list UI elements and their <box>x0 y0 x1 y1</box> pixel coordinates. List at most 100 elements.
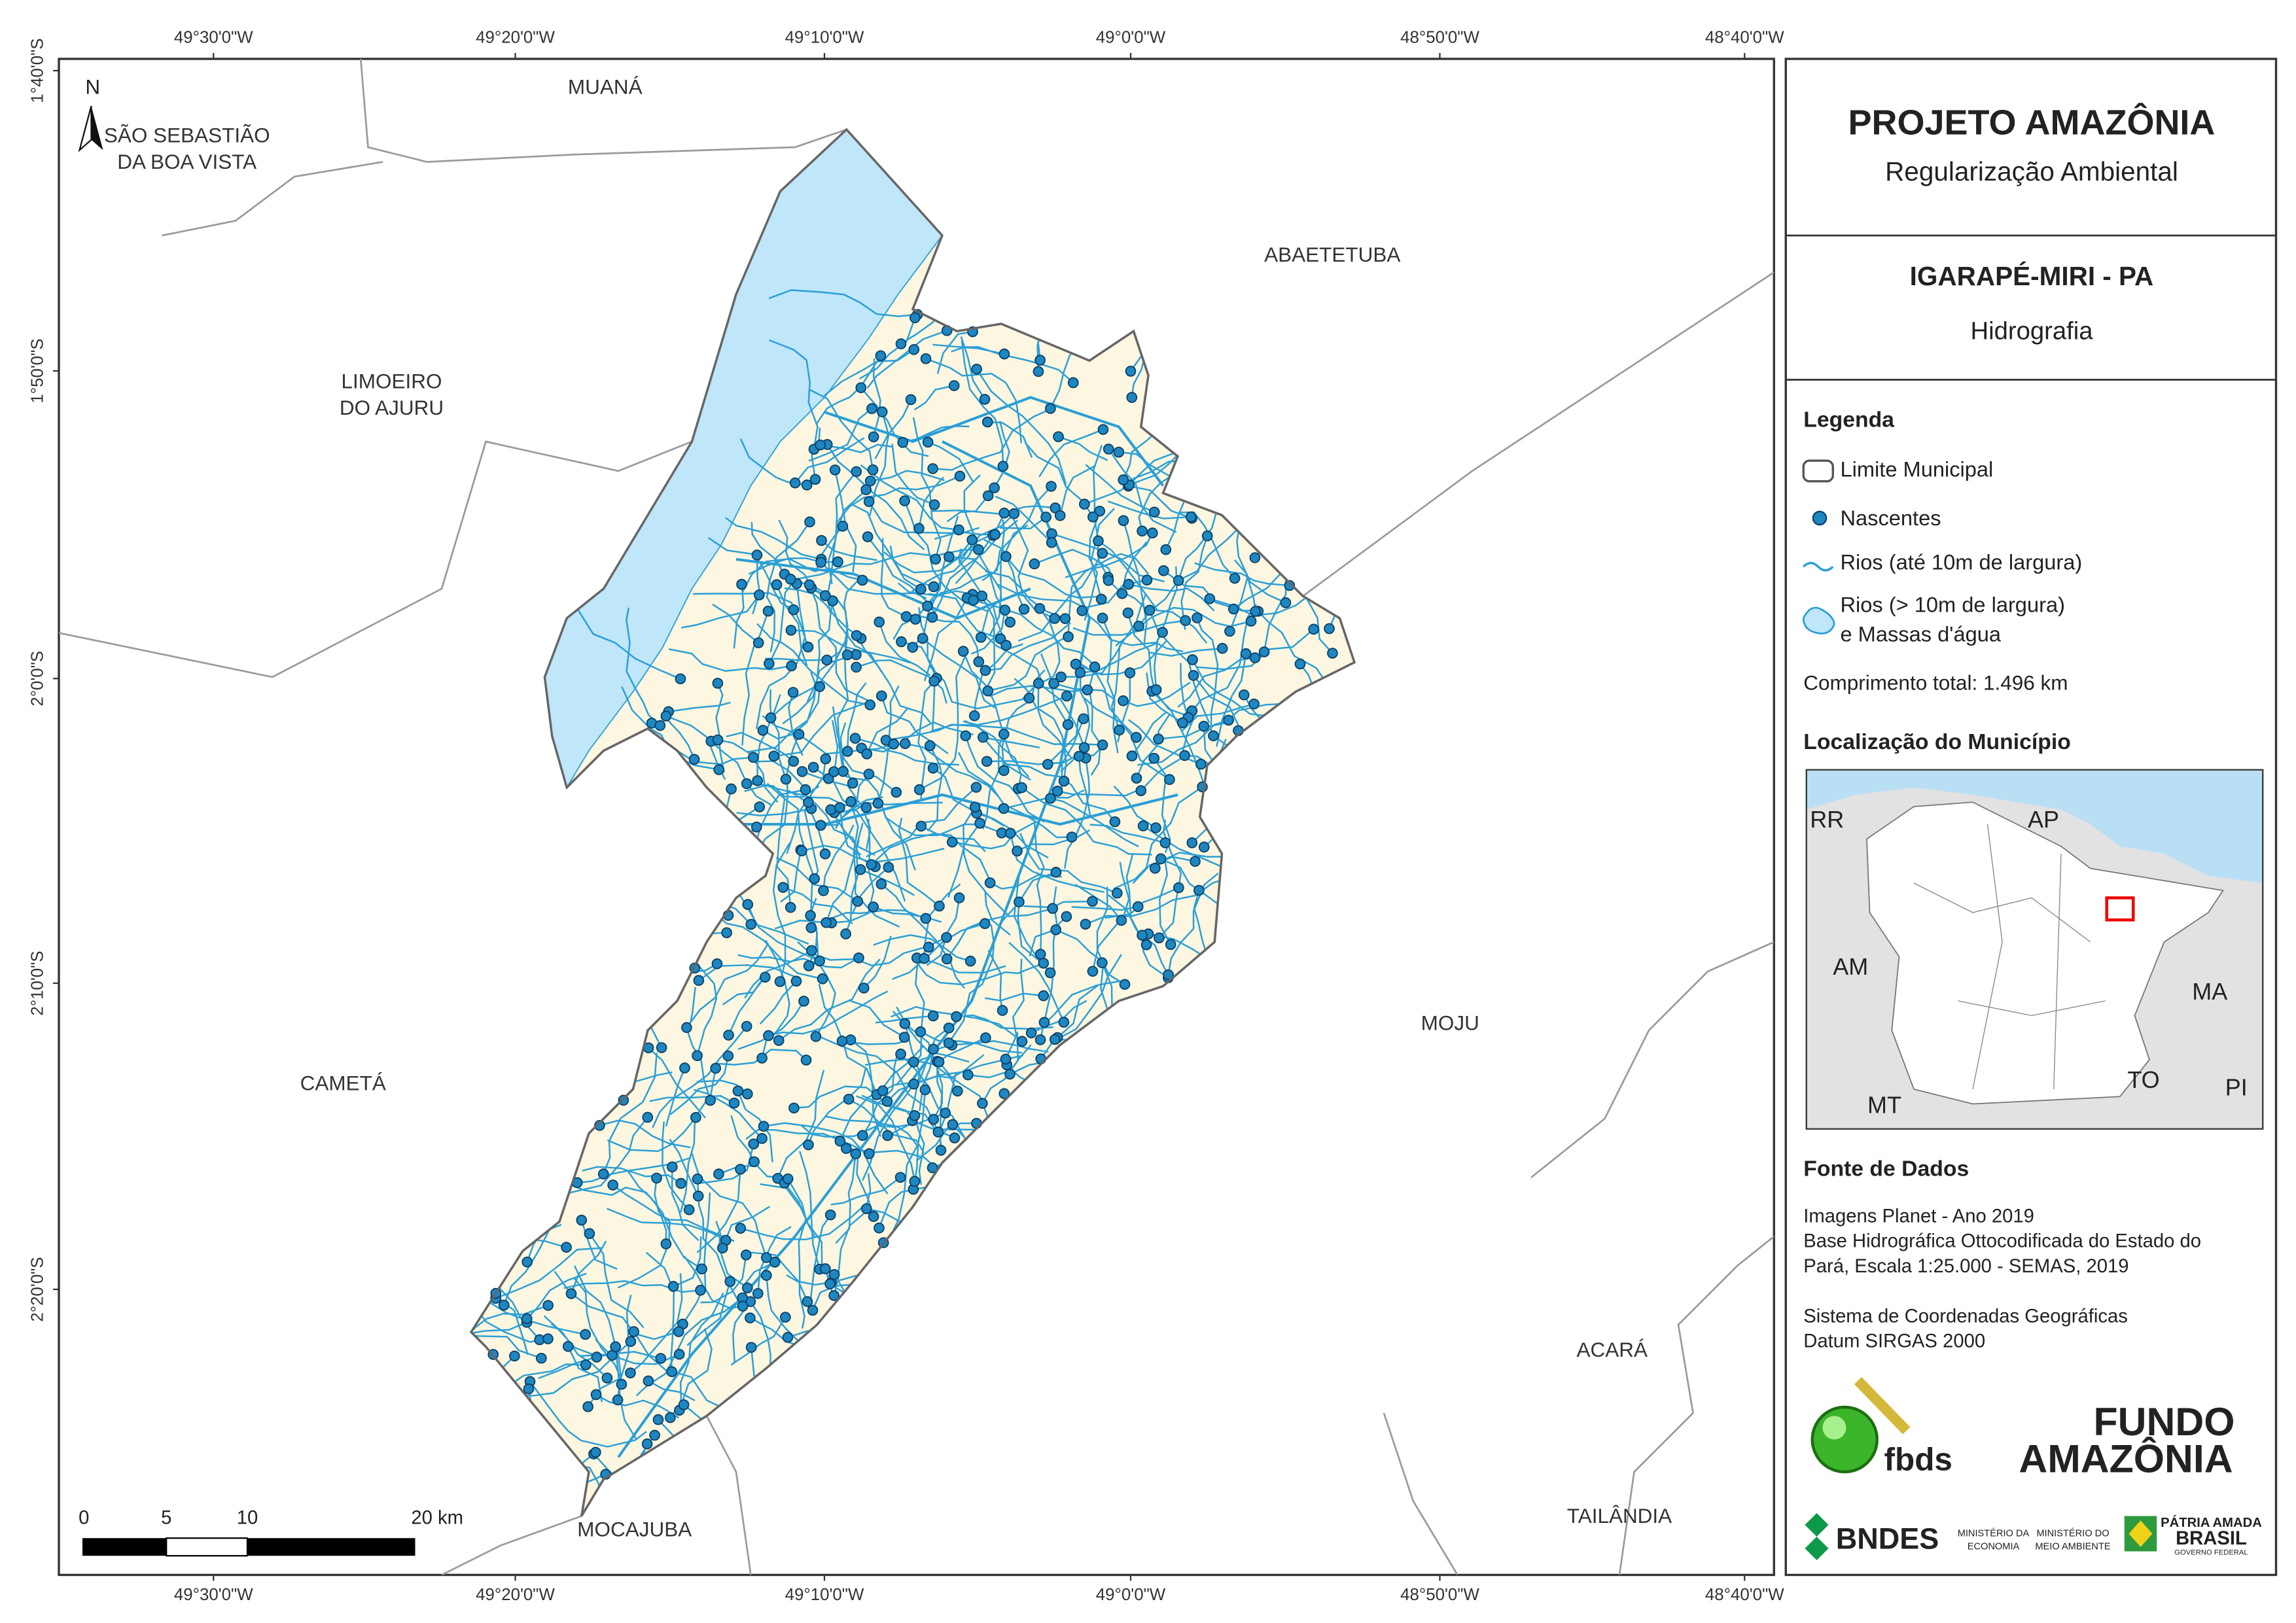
spring <box>773 1035 785 1046</box>
scale-label: 5 <box>161 1508 171 1529</box>
spring <box>875 879 887 890</box>
stream <box>804 788 819 928</box>
spring <box>782 1173 794 1185</box>
spring <box>853 952 864 964</box>
spring <box>895 338 907 349</box>
spring <box>678 1399 690 1410</box>
stream <box>856 659 947 704</box>
stream <box>470 1304 549 1363</box>
lon-label: 49°20'0"W <box>476 28 555 46</box>
spring <box>928 1113 940 1125</box>
spring <box>597 1168 609 1179</box>
stream <box>799 1151 821 1270</box>
spring <box>960 730 972 742</box>
spring <box>973 656 985 667</box>
spring <box>1124 667 1136 678</box>
stream <box>681 594 760 629</box>
legend-total: Comprimento total: 1.496 km <box>1803 671 2068 695</box>
inset-label: AM <box>1833 953 1868 980</box>
stream <box>1071 905 1139 911</box>
stream <box>569 1183 667 1244</box>
stream <box>1148 647 1223 657</box>
stream <box>981 485 1052 582</box>
spring <box>785 625 797 636</box>
stream <box>1123 682 1191 707</box>
stream <box>1196 618 1219 731</box>
spring <box>1034 1034 1046 1045</box>
stream <box>930 695 1067 732</box>
spring <box>928 675 940 687</box>
spring <box>927 612 938 623</box>
spring <box>1050 1034 1061 1045</box>
spring <box>1023 692 1035 704</box>
source-line: Imagens Planet - Ano 2019 <box>1803 1206 2034 1227</box>
logo-fundo: AMAZÔNIA <box>2019 1436 2233 1480</box>
logo-bndes: BNDES <box>1836 1522 1939 1556</box>
scale-label: 0 <box>79 1508 89 1529</box>
spring <box>742 899 754 910</box>
stream <box>499 1287 540 1340</box>
border-line <box>1530 941 1775 1179</box>
spring <box>957 646 969 657</box>
spring <box>803 960 815 971</box>
spring <box>824 1209 836 1221</box>
stream <box>768 990 889 1037</box>
spring <box>843 1093 855 1105</box>
spring <box>927 1162 938 1174</box>
spring <box>1073 750 1085 762</box>
stream <box>607 1117 697 1152</box>
spring <box>966 534 978 546</box>
stream <box>754 788 806 843</box>
spring <box>521 1256 533 1268</box>
spring <box>1097 612 1108 624</box>
spring <box>601 1372 613 1384</box>
spring <box>1146 527 1158 539</box>
spring <box>654 720 666 731</box>
spring <box>868 901 879 913</box>
stream <box>983 538 1025 610</box>
logo-brasil: PÁTRIA AMADA <box>2161 1515 2262 1530</box>
spring <box>1034 355 1046 366</box>
stream <box>1005 555 1104 599</box>
spring <box>736 578 747 590</box>
spring <box>860 484 872 495</box>
stream <box>626 607 661 726</box>
spring <box>787 687 799 698</box>
spring <box>909 1176 921 1187</box>
spring <box>535 1352 547 1364</box>
stream <box>737 954 860 969</box>
spring <box>1093 535 1104 547</box>
spring <box>868 1211 879 1222</box>
stream <box>1081 610 1184 652</box>
spring <box>951 1011 962 1022</box>
spring <box>895 1048 906 1060</box>
stream <box>913 1115 925 1185</box>
spring <box>940 1108 951 1119</box>
scale-segment <box>82 1538 167 1556</box>
stream <box>1090 508 1115 600</box>
spring <box>1118 695 1129 707</box>
spring <box>1053 431 1064 442</box>
stream <box>700 1255 747 1304</box>
stream <box>574 1265 623 1385</box>
spring <box>851 466 862 478</box>
spring <box>1258 646 1270 657</box>
lat-label: 1°40'0"S <box>28 38 46 103</box>
stream <box>987 743 1105 765</box>
stream <box>669 1138 699 1196</box>
stream <box>1019 833 1118 894</box>
inset-label: PI <box>2225 1073 2248 1100</box>
spring <box>1229 572 1241 584</box>
stream <box>730 1316 786 1366</box>
spring <box>1198 841 1210 853</box>
spring <box>977 1098 988 1109</box>
place-label: DA BOA VISTA <box>117 150 256 173</box>
stream <box>762 715 894 755</box>
spring <box>745 918 757 930</box>
spring <box>1160 544 1172 555</box>
inset-borders <box>1913 824 2106 1090</box>
stream <box>822 824 855 891</box>
place-label: MUANÁ <box>568 75 643 98</box>
spring <box>908 1056 919 1068</box>
stream <box>621 686 719 771</box>
